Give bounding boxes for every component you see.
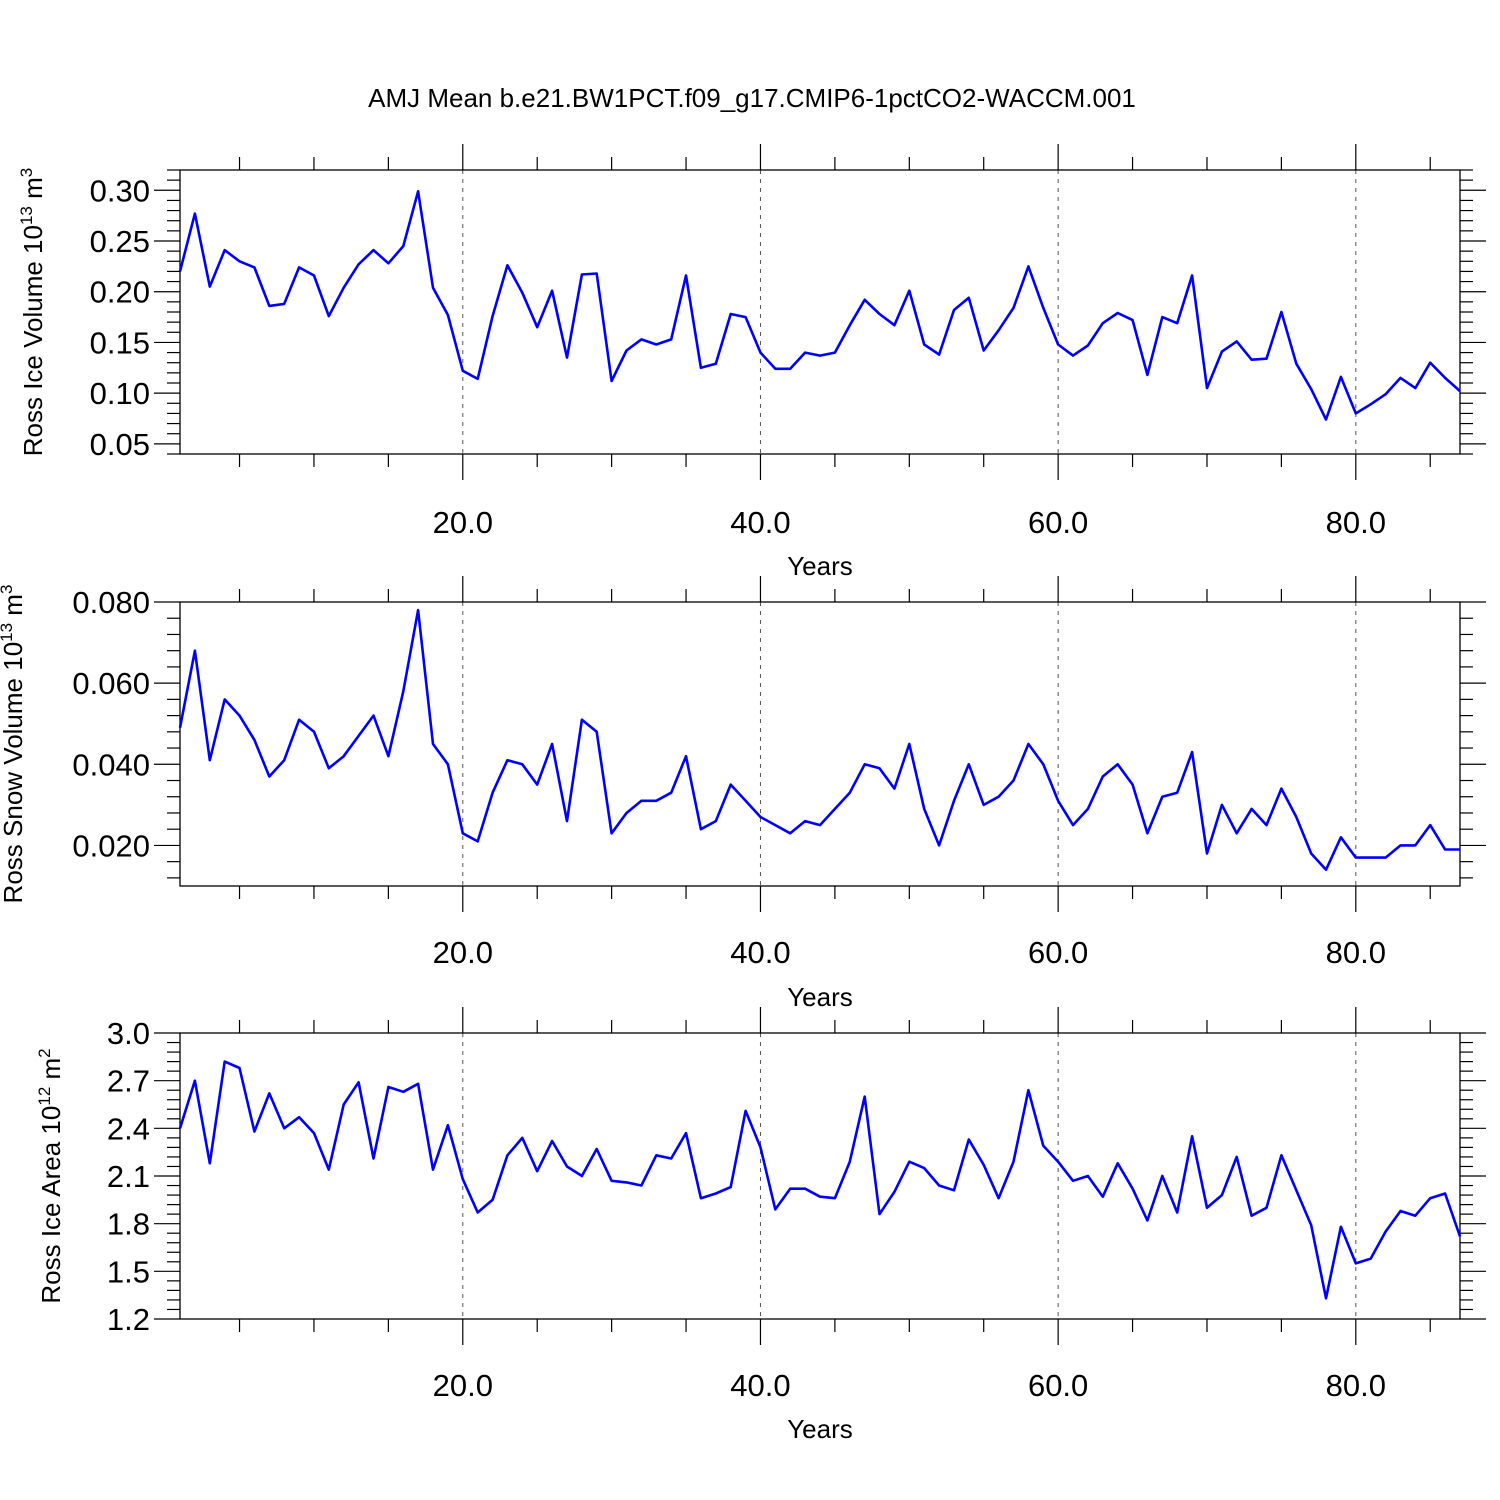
x-tick-label: 40.0 xyxy=(730,505,790,540)
series-line xyxy=(178,190,1461,421)
x-tick-label: 80.0 xyxy=(1326,505,1386,540)
x-tick-label: 80.0 xyxy=(1326,1368,1386,1403)
x-tick-label: 20.0 xyxy=(433,935,493,970)
x-tick-label: 60.0 xyxy=(1028,505,1088,540)
y-tick-label: 1.2 xyxy=(107,1302,150,1337)
figure-title: AMJ Mean b.e21.BW1PCT.f09_g17.CMIP6-1pct… xyxy=(368,83,1136,113)
y-tick-label: 1.5 xyxy=(107,1254,150,1289)
y-tick-label: 1.8 xyxy=(107,1207,150,1242)
y-tick-label: 0.040 xyxy=(72,747,150,782)
y-tick-label: 0.10 xyxy=(90,376,150,411)
x-tick-label: 40.0 xyxy=(730,935,790,970)
y-tick-label: 0.15 xyxy=(90,325,150,360)
panel-snow-volume: 0.020 0.040 0.060 0.080 20.0 40.0 60.0 80.0 Year… xyxy=(0,576,1486,1012)
plot-frame xyxy=(179,601,1461,887)
y-tick-label: 0.25 xyxy=(90,224,150,259)
panel-ice-area: 1.2 1.5 1.8 2.1 2.4 2.7 3.0 20.0 40.0 60.0 80.0 Yea… xyxy=(35,1007,1486,1444)
y-tick-label: 2.1 xyxy=(107,1159,150,1194)
panel-ice-volume: 0.05 0.10 0.15 0.20 0.25 0.30 20.0 40.0 60.0 80.0… xyxy=(17,144,1486,581)
y-tick-label: 0.080 xyxy=(72,585,150,620)
y-tick-label: 3.0 xyxy=(107,1016,150,1051)
plot-frame xyxy=(179,169,1461,455)
x-axis-title: Years xyxy=(787,551,853,581)
x-tick-label: 80.0 xyxy=(1326,935,1386,970)
x-tick-label: 60.0 xyxy=(1028,935,1088,970)
y-axis-title: Ross Ice Volume 1013 m3 xyxy=(17,168,48,457)
x-tick-label: 40.0 xyxy=(730,1368,790,1403)
y-axis-title: Ross Snow Volume 1013 m3 xyxy=(0,585,28,904)
x-tick-label: 60.0 xyxy=(1028,1368,1088,1403)
y-axis-title: Ross Ice Area 1012 m2 xyxy=(35,1048,66,1303)
series-line xyxy=(178,608,1460,872)
series-line xyxy=(178,1060,1462,1300)
x-tick-label: 20.0 xyxy=(433,1368,493,1403)
y-tick-label: 0.060 xyxy=(72,666,150,701)
x-tick-label: 20.0 xyxy=(433,505,493,540)
y-tick-label: 0.020 xyxy=(72,828,150,863)
y-tick-label: 2.4 xyxy=(107,1111,150,1146)
x-axis-title: Years xyxy=(787,982,853,1012)
y-tick-label: 0.05 xyxy=(90,427,150,462)
y-tick-label: 2.7 xyxy=(107,1064,150,1099)
x-axis-title: Years xyxy=(787,1414,853,1444)
y-tick-label: 0.30 xyxy=(90,173,150,208)
y-tick-label: 0.20 xyxy=(90,275,150,310)
plot-frame xyxy=(179,1032,1461,1320)
